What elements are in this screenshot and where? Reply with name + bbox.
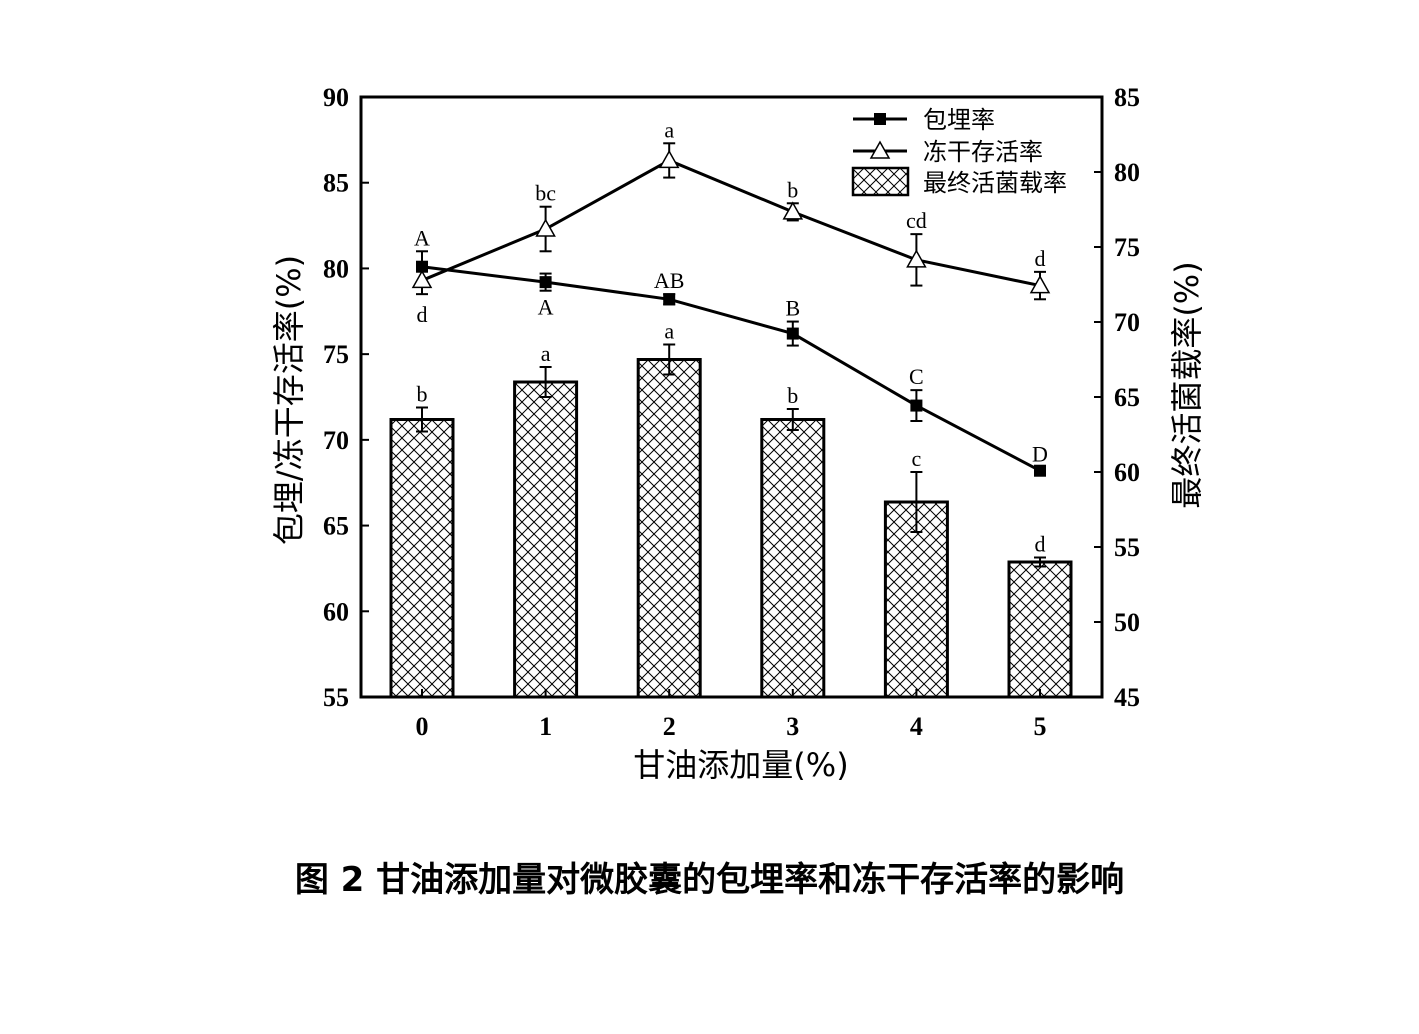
y-right-tick-label: 55 bbox=[1114, 533, 1140, 562]
y-left-tick-label: 65 bbox=[323, 512, 349, 541]
bars-layer: b a a b c d bbox=[389, 319, 1073, 699]
x-tick-label: 2 bbox=[663, 712, 676, 741]
survival-sig-label: bc bbox=[535, 181, 556, 206]
bar bbox=[883, 500, 949, 699]
legend-marker-square bbox=[874, 113, 886, 125]
legend-label-survival: 冻干存活率 bbox=[923, 138, 1043, 166]
point-triangle bbox=[535, 218, 556, 237]
bar-sig-label: b bbox=[787, 383, 798, 408]
x-tick-label: 5 bbox=[1034, 712, 1047, 741]
y-right-tick-label: 65 bbox=[1114, 383, 1140, 412]
y-right-tick-label: 50 bbox=[1114, 608, 1140, 637]
bar-sig-label: b bbox=[417, 382, 428, 407]
y-left-tick-label: 80 bbox=[323, 254, 349, 283]
survival-sig-label: d bbox=[1035, 246, 1046, 271]
line-embedding-rate bbox=[421, 265, 1041, 473]
legend-label-bar: 最终活菌载率 bbox=[923, 169, 1067, 197]
y-right-tick-label: 45 bbox=[1114, 683, 1140, 712]
bar-sig-label: c bbox=[912, 446, 922, 471]
bar bbox=[636, 358, 702, 699]
embed-sig-label: A bbox=[538, 295, 554, 320]
bar bbox=[513, 380, 579, 699]
y-left-tick-label: 90 bbox=[323, 83, 349, 112]
y-left-tick-label: 55 bbox=[323, 683, 349, 712]
survival-sig-label: cd bbox=[906, 208, 927, 233]
x-tick-label: 1 bbox=[539, 712, 552, 741]
legend-swatch-bar bbox=[851, 166, 910, 197]
y-left-tick-label: 75 bbox=[323, 340, 349, 369]
y-right-tick-label: 75 bbox=[1114, 233, 1140, 262]
legend-label-embedding: 包埋率 bbox=[923, 106, 995, 134]
x-tick-label: 0 bbox=[416, 712, 429, 741]
point-square bbox=[663, 293, 676, 306]
y-right-tick-label: 60 bbox=[1114, 458, 1140, 487]
embed-sig-label: C bbox=[909, 364, 924, 389]
x-tick-label: 4 bbox=[910, 712, 923, 741]
bar-sig-label: a bbox=[541, 341, 551, 366]
x-axis-title: 甘油添加量(%) bbox=[633, 746, 848, 784]
bar bbox=[389, 418, 455, 699]
point-square bbox=[786, 327, 799, 340]
y-left-tick-label: 85 bbox=[323, 169, 349, 198]
embed-sig-label: D bbox=[1032, 441, 1048, 466]
figure-caption: 图 2 甘油添加量对微胶囊的包埋率和冻干存活率的影响 bbox=[294, 860, 1125, 900]
y-right-tick-label: 80 bbox=[1114, 158, 1140, 187]
survival-sig-label: d bbox=[417, 302, 428, 327]
x-tick-label: 3 bbox=[786, 712, 799, 741]
point-triangle bbox=[411, 269, 433, 289]
embed-sig-label: B bbox=[785, 296, 800, 321]
legend-marker-triangle bbox=[869, 140, 891, 159]
y-axis-right-title: 最终活菌载率(%) bbox=[1168, 261, 1206, 508]
y-axis-left-title: 包埋/冻干存活率(%) bbox=[270, 255, 308, 545]
embed-sig-label: A bbox=[414, 225, 430, 250]
survival-sig-label: a bbox=[664, 117, 674, 142]
point-triangle bbox=[658, 149, 680, 169]
embed-sig-label: AB bbox=[654, 268, 685, 293]
point-triangle bbox=[782, 201, 804, 220]
point-square bbox=[1034, 464, 1046, 477]
y-right-tick-label: 85 bbox=[1114, 83, 1140, 112]
point-square bbox=[539, 276, 552, 289]
bar bbox=[760, 418, 826, 699]
point-triangle bbox=[906, 249, 927, 268]
y-right-tick-label: 70 bbox=[1114, 308, 1140, 337]
y-left-tick-label: 60 bbox=[323, 597, 349, 626]
point-square bbox=[910, 399, 923, 412]
bar-sig-label: a bbox=[664, 319, 674, 344]
bar bbox=[1007, 560, 1073, 699]
y-left-tick-label: 70 bbox=[323, 426, 349, 455]
point-triangle bbox=[1029, 275, 1051, 294]
bar-sig-label: d bbox=[1035, 532, 1046, 557]
line-survival-rate bbox=[421, 158, 1041, 288]
survival-sig-label: b bbox=[787, 177, 798, 202]
